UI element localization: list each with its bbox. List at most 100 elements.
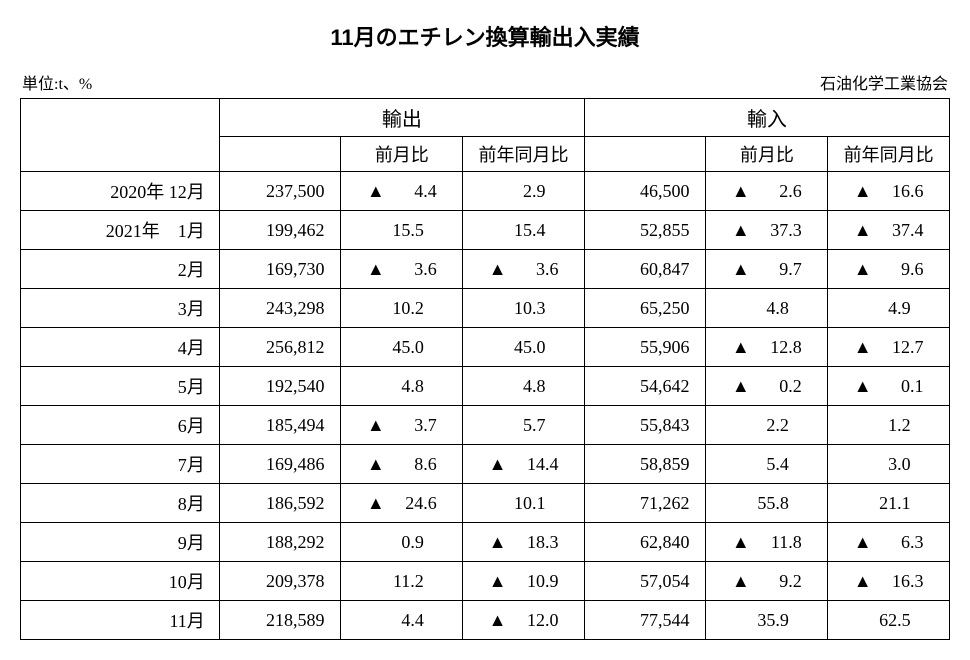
table-row: 5月192,5404.84.854,642▲0.2▲0.1 [21,367,950,406]
data-table: 輸出 輸入 前月比 前年同月比 前月比 前年同月比 2020年 12月237,5… [20,98,950,640]
header-import-value [584,137,706,172]
import-mom: 4.8 [706,289,828,328]
export-mom: ▲3.6 [341,250,463,289]
import-value: 58,859 [584,445,706,484]
header-export: 輸出 [219,99,584,137]
export-mom: 0.9 [341,523,463,562]
row-label: 6月 [21,406,220,445]
import-yoy: 62.5 [828,601,950,640]
import-mom: 35.9 [706,601,828,640]
header-import-yoy: 前年同月比 [828,137,950,172]
export-yoy: ▲3.6 [463,250,585,289]
meta-row: 単位:t、% 石油化学工業協会 [20,70,950,94]
export-yoy: 5.7 [463,406,585,445]
import-value: 55,906 [584,328,706,367]
import-value: 52,855 [584,211,706,250]
export-mom: 4.8 [341,367,463,406]
table-row: 11月218,5894.4▲12.077,54435.962.5 [21,601,950,640]
import-mom: ▲11.8 [706,523,828,562]
row-label: 2020年 12月 [21,172,220,211]
export-yoy: 4.8 [463,367,585,406]
export-value: 169,486 [219,445,341,484]
source-label: 石油化学工業協会 [820,70,948,94]
import-value: 65,250 [584,289,706,328]
table-row: 8月186,592▲24.610.171,26255.821.1 [21,484,950,523]
header-export-yoy: 前年同月比 [463,137,585,172]
header-import: 輸入 [584,99,949,137]
row-label: 11月 [21,601,220,640]
export-yoy: 2.9 [463,172,585,211]
row-label: 8月 [21,484,220,523]
import-value: 57,054 [584,562,706,601]
export-yoy: 10.3 [463,289,585,328]
row-label: 9月 [21,523,220,562]
import-value: 54,642 [584,367,706,406]
table-row: 4月256,81245.045.055,906▲12.8▲12.7 [21,328,950,367]
export-value: 185,494 [219,406,341,445]
header-import-mom: 前月比 [706,137,828,172]
export-value: 237,500 [219,172,341,211]
export-mom: 11.2 [341,562,463,601]
import-value: 71,262 [584,484,706,523]
row-label: 7月 [21,445,220,484]
import-mom: ▲9.2 [706,562,828,601]
row-label: 2月 [21,250,220,289]
header-empty [21,99,220,172]
row-label: 3月 [21,289,220,328]
import-mom: ▲2.6 [706,172,828,211]
import-yoy: ▲12.7 [828,328,950,367]
table-row: 6月185,494▲3.75.755,8432.21.2 [21,406,950,445]
export-yoy: 15.4 [463,211,585,250]
row-label: 2021年 1月 [21,211,220,250]
import-yoy: ▲16.6 [828,172,950,211]
export-value: 243,298 [219,289,341,328]
row-label: 5月 [21,367,220,406]
export-value: 256,812 [219,328,341,367]
import-yoy: ▲37.4 [828,211,950,250]
import-yoy: ▲6.3 [828,523,950,562]
table-row: 7月169,486▲8.6▲14.458,8595.43.0 [21,445,950,484]
export-mom: 15.5 [341,211,463,250]
import-mom: 5.4 [706,445,828,484]
table-row: 2021年 1月199,46215.515.452,855▲37.3▲37.4 [21,211,950,250]
unit-label: 単位:t、% [22,70,92,94]
import-mom: 2.2 [706,406,828,445]
export-value: 209,378 [219,562,341,601]
export-value: 218,589 [219,601,341,640]
export-mom: 4.4 [341,601,463,640]
table-row: 9月188,2920.9▲18.362,840▲11.8▲6.3 [21,523,950,562]
import-value: 62,840 [584,523,706,562]
import-yoy: ▲0.1 [828,367,950,406]
import-value: 60,847 [584,250,706,289]
export-yoy: ▲12.0 [463,601,585,640]
table-row: 2020年 12月237,500▲4.42.946,500▲2.6▲16.6 [21,172,950,211]
header-export-mom: 前月比 [341,137,463,172]
report-container: 11月のエチレン換算輸出入実績 単位:t、% 石油化学工業協会 輸出 輸入 前月… [20,20,950,640]
export-yoy: ▲10.9 [463,562,585,601]
export-yoy: 10.1 [463,484,585,523]
import-yoy: ▲9.6 [828,250,950,289]
export-value: 192,540 [219,367,341,406]
import-mom: 55.8 [706,484,828,523]
table-row: 2月169,730▲3.6▲3.660,847▲9.7▲9.6 [21,250,950,289]
export-mom: ▲4.4 [341,172,463,211]
export-yoy: 45.0 [463,328,585,367]
import-yoy: 3.0 [828,445,950,484]
export-value: 169,730 [219,250,341,289]
table-row: 10月209,37811.2▲10.957,054▲9.2▲16.3 [21,562,950,601]
export-value: 199,462 [219,211,341,250]
import-mom: ▲9.7 [706,250,828,289]
row-label: 10月 [21,562,220,601]
import-mom: ▲12.8 [706,328,828,367]
import-value: 55,843 [584,406,706,445]
table-row: 3月243,29810.210.365,2504.84.9 [21,289,950,328]
row-label: 4月 [21,328,220,367]
import-mom: ▲0.2 [706,367,828,406]
export-mom: 45.0 [341,328,463,367]
import-yoy: 1.2 [828,406,950,445]
export-mom: ▲8.6 [341,445,463,484]
report-title: 11月のエチレン換算輸出入実績 [20,20,950,52]
export-yoy: ▲14.4 [463,445,585,484]
import-yoy: ▲16.3 [828,562,950,601]
export-value: 188,292 [219,523,341,562]
